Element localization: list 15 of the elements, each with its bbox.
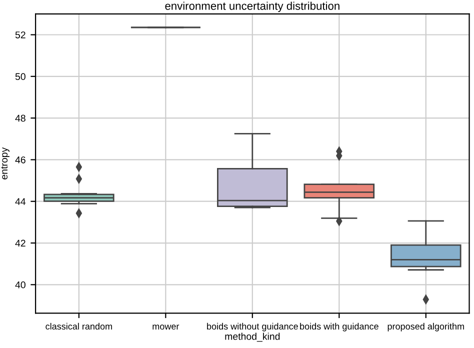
y-tick-label: 44 xyxy=(15,198,26,205)
x-tick-label: proposed algorithm xyxy=(388,322,464,332)
y-tick-label: 52 xyxy=(15,31,26,38)
y-axis-title: entropy xyxy=(1,147,10,180)
y-tick-label: 46 xyxy=(15,156,26,164)
x-tick-label: boids with guidance xyxy=(300,322,378,332)
y-tick-label: 50 xyxy=(15,73,26,80)
x-tick-label: mower xyxy=(152,324,180,330)
y-tick-label: 42 xyxy=(15,240,26,247)
x-tick-label: boids without guidance xyxy=(207,322,298,332)
y-tick-label: 48 xyxy=(15,114,26,122)
x-tick-label: classical random xyxy=(46,322,112,330)
chart-title: environment uncertainty distribution xyxy=(165,2,340,12)
x-axis-title: method_kind xyxy=(225,332,280,342)
y-tick-label: 40 xyxy=(15,281,26,288)
